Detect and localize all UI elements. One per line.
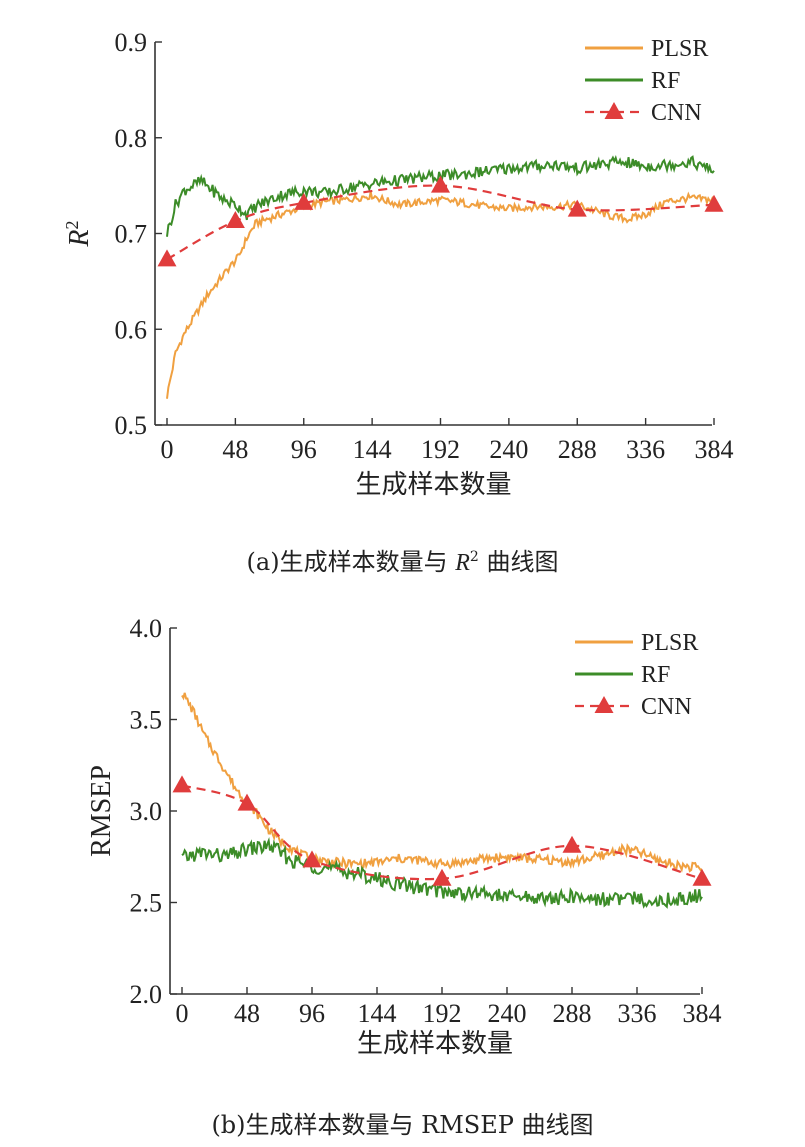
y-tick-label: 2.5: [130, 889, 163, 918]
cnn-point: [157, 249, 177, 267]
series-line-plsr: [166, 191, 715, 399]
y-tick-label: 0.6: [115, 315, 148, 344]
y-tick-label: 2.0: [130, 980, 163, 1009]
x-tick-label: 288: [558, 435, 597, 464]
chart-r2: 0.5 0.6 0.7 0.8 0.9 0 48 96 144 192 240 288 336 384 生成…: [62, 28, 734, 499]
x-tick-label: 192: [423, 999, 462, 1028]
cnn-point: [431, 175, 450, 193]
legend-label: PLSR: [651, 36, 708, 62]
series-line-cnn: [181, 784, 703, 881]
x-tick-label: 384: [683, 999, 722, 1028]
y-tick-label: 0.5: [115, 411, 148, 440]
legend-label: CNN: [641, 694, 692, 720]
x-tick-label: 240: [488, 999, 527, 1028]
legend-label: CNN: [651, 100, 702, 126]
cnn-point: [302, 850, 322, 868]
y-axis-label: RMSEP: [86, 765, 117, 857]
series-line-rf: [166, 155, 715, 237]
cnn-point: [294, 192, 314, 210]
y-tick-label: 0.9: [115, 28, 148, 57]
x-tick-label: 384: [695, 435, 734, 464]
y-tick-label: 3.5: [130, 706, 163, 735]
x-tick-label: 240: [489, 435, 528, 464]
x-tick-label: 48: [234, 999, 260, 1028]
series-line-rf: [181, 837, 703, 909]
y-tick-label: 4.0: [130, 614, 163, 643]
x-tick-label: 144: [358, 999, 397, 1028]
x-tick-label: 288: [553, 999, 592, 1028]
cnn-point: [704, 194, 724, 212]
legend-label: PLSR: [641, 630, 698, 656]
x-tick-label: 96: [299, 999, 325, 1028]
caption-b: (b)生成样本数量与 RMSEP 曲线图: [211, 1111, 594, 1139]
legend-marker-cnn: [604, 102, 624, 119]
cnn-point: [172, 775, 192, 793]
cnn-point: [432, 868, 452, 886]
y-axis-label: R2: [62, 220, 95, 247]
y-tick-label: 3.0: [130, 797, 163, 826]
cnn-point: [225, 211, 245, 229]
y-tick-label: 0.7: [115, 220, 148, 249]
x-axis-label: 生成样本数量: [355, 470, 511, 499]
series-line-cnn: [166, 184, 715, 261]
x-tick-label: 336: [626, 435, 665, 464]
x-tick-label: 96: [291, 435, 317, 464]
x-tick-label: 48: [222, 435, 248, 464]
cnn-point: [237, 793, 257, 811]
cnn-point: [567, 199, 587, 217]
x-tick-label: 144: [353, 435, 392, 464]
x-tick-label: 0: [176, 999, 189, 1028]
legend-label: RF: [651, 68, 680, 94]
caption-a: (a)生成样本数量与 R2 曲线图: [246, 548, 559, 576]
x-axis-label: 生成样本数量: [357, 1029, 513, 1058]
legend-label: RF: [641, 662, 670, 688]
cnn-point: [692, 868, 712, 886]
x-tick-label: 336: [618, 999, 657, 1028]
cnn-point: [562, 835, 582, 853]
legend-marker-cnn: [594, 696, 614, 713]
y-tick-label: 0.8: [115, 124, 148, 153]
x-tick-label: 192: [421, 435, 460, 464]
chart-rmsep: 2.0 2.5 3.0 3.5 4.0 0 48 96 144 192 240 288 336 384 生成…: [86, 614, 722, 1058]
x-tick-label: 0: [161, 435, 174, 464]
